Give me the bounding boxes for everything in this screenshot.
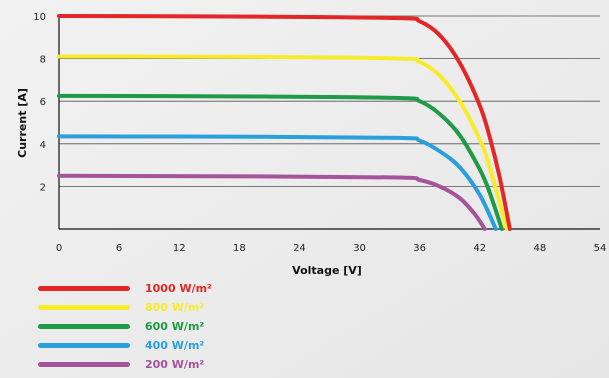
y-tick-label: 8 bbox=[40, 55, 46, 66]
x-tick-label: 54 bbox=[594, 243, 607, 254]
legend-swatch bbox=[38, 305, 130, 310]
legend-item: 800 W/m² bbox=[38, 298, 212, 317]
chart-legend: 1000 W/m² 800 W/m² 600 W/m² 400 W/m² 200 W/m… bbox=[38, 279, 212, 374]
legend-label: 200 W/m² bbox=[145, 358, 205, 371]
series-line-2 bbox=[57, 93, 504, 231]
x-tick-label: 0 bbox=[56, 243, 62, 254]
x-tick-label: 42 bbox=[473, 243, 486, 254]
legend-item: 200 W/m² bbox=[38, 355, 212, 374]
legend-label: 800 W/m² bbox=[145, 301, 205, 314]
legend-label: 400 W/m² bbox=[145, 339, 205, 352]
y-axis-title: Current [A] bbox=[16, 88, 29, 158]
x-tick-label: 30 bbox=[353, 243, 366, 254]
x-tick-label: 18 bbox=[233, 243, 246, 254]
x-tick-label: 36 bbox=[413, 243, 426, 254]
legend-swatch bbox=[38, 362, 130, 367]
x-axis-title: Voltage [V] bbox=[292, 264, 362, 277]
legend-label: 1000 W/m² bbox=[145, 282, 212, 295]
x-tick-label: 48 bbox=[534, 243, 547, 254]
series-line-1 bbox=[57, 54, 509, 231]
legend-item: 1000 W/m² bbox=[38, 279, 212, 298]
legend-item: 400 W/m² bbox=[38, 336, 212, 355]
legend-item: 600 W/m² bbox=[38, 317, 212, 336]
x-tick-label: 24 bbox=[293, 243, 306, 254]
y-tick-label: 2 bbox=[40, 182, 46, 193]
series-line-4 bbox=[57, 173, 487, 231]
legend-swatch bbox=[38, 343, 130, 348]
y-tick-label: 10 bbox=[33, 12, 46, 23]
series-line-3 bbox=[57, 134, 498, 231]
legend-swatch bbox=[38, 286, 130, 291]
x-tick-label: 12 bbox=[173, 243, 186, 254]
y-tick-label: 6 bbox=[40, 97, 46, 108]
x-tick-label: 6 bbox=[116, 243, 122, 254]
y-tick-label: 4 bbox=[40, 140, 46, 151]
series-line-0 bbox=[57, 14, 512, 231]
legend-label: 600 W/m² bbox=[145, 320, 205, 333]
legend-swatch bbox=[38, 324, 130, 329]
series-lines bbox=[57, 14, 512, 231]
